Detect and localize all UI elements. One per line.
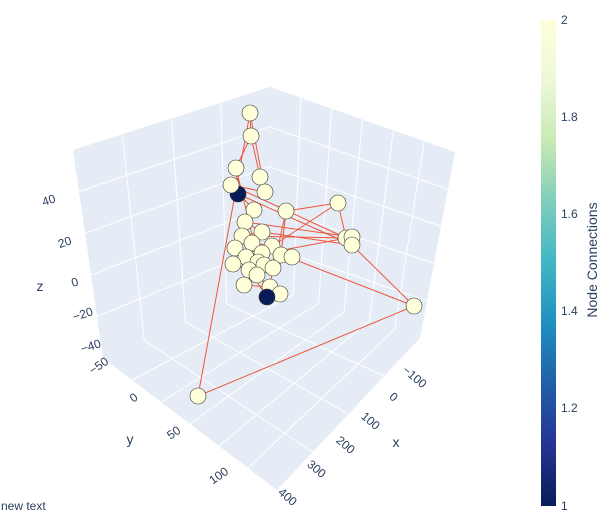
network-node[interactable] [189, 387, 207, 405]
y-tick: 100 [206, 464, 231, 487]
network-node[interactable] [241, 104, 259, 122]
network-node[interactable] [243, 234, 261, 252]
grid-line [189, 311, 345, 425]
y-axis-title: y [127, 431, 134, 447]
colorbar-tick: 1 [561, 499, 568, 513]
network-nodes [189, 104, 423, 405]
network-node[interactable] [329, 194, 347, 212]
z-tick: 20 [56, 233, 73, 251]
network-edge [351, 244, 415, 307]
network-node[interactable] [405, 297, 423, 315]
z-tick: 0 [69, 274, 80, 289]
grid-line [394, 141, 425, 330]
x-axis-title: x [393, 434, 400, 450]
network-node[interactable] [343, 236, 361, 254]
x-tick: 400 [275, 485, 300, 509]
colorbar-tick: 1.4 [561, 304, 578, 318]
colorbar-tick: 2 [561, 13, 568, 27]
y-tick: 50 [164, 423, 183, 442]
network-node[interactable] [258, 288, 276, 306]
network-node[interactable] [251, 168, 269, 186]
colorbar-gradient [541, 20, 556, 506]
network-edge [261, 231, 353, 246]
colorbar-tick: 1.6 [561, 207, 578, 221]
x-tick: 0 [387, 389, 401, 404]
colorbar-title: Node Connections [584, 202, 600, 317]
grid-line [171, 118, 186, 323]
grid-line [247, 328, 396, 469]
grid-line [218, 320, 370, 447]
network-node[interactable] [222, 176, 240, 194]
network-node[interactable] [224, 255, 242, 273]
network-node[interactable] [227, 159, 245, 177]
z-axis: 40 20 0 −20 −40 z [37, 191, 103, 356]
grid-line [131, 294, 294, 381]
colorbar-tick: 1.8 [561, 110, 578, 124]
x-tick: 200 [333, 433, 358, 457]
network-node[interactable] [253, 223, 271, 241]
network-node[interactable] [236, 213, 254, 231]
back-right-pane [268, 87, 455, 338]
network-node[interactable] [277, 202, 295, 220]
x-tick: 300 [304, 457, 329, 481]
grid-line [368, 130, 394, 321]
grid-line [121, 134, 145, 341]
grid-line [318, 108, 333, 304]
network-node[interactable] [242, 127, 260, 145]
z-tick: 40 [40, 191, 57, 209]
z-tick: −40 [79, 336, 103, 356]
grid-line [220, 102, 228, 305]
grid-line [160, 302, 319, 403]
network-node[interactable] [245, 201, 263, 219]
back-left-pane [73, 87, 270, 358]
z-axis-title: z [37, 278, 44, 294]
z-tick: −20 [71, 304, 95, 324]
network-edge [285, 202, 339, 212]
network-node[interactable] [283, 248, 301, 266]
colorbar-tick: 1.2 [561, 401, 578, 415]
network-node[interactable] [264, 259, 282, 277]
annotation-text: new text [1, 499, 46, 513]
x-tick: 100 [358, 409, 383, 433]
network-node[interactable] [256, 183, 274, 201]
x-tick: −100 [400, 363, 430, 391]
colorbar: 2 1.8 1.6 1.4 1.2 1 Node Connections [541, 13, 600, 513]
y-tick: 0 [127, 390, 141, 405]
network-node[interactable] [248, 266, 266, 284]
network-edge [197, 305, 415, 397]
network-edge [197, 112, 251, 397]
network-node[interactable] [235, 276, 253, 294]
